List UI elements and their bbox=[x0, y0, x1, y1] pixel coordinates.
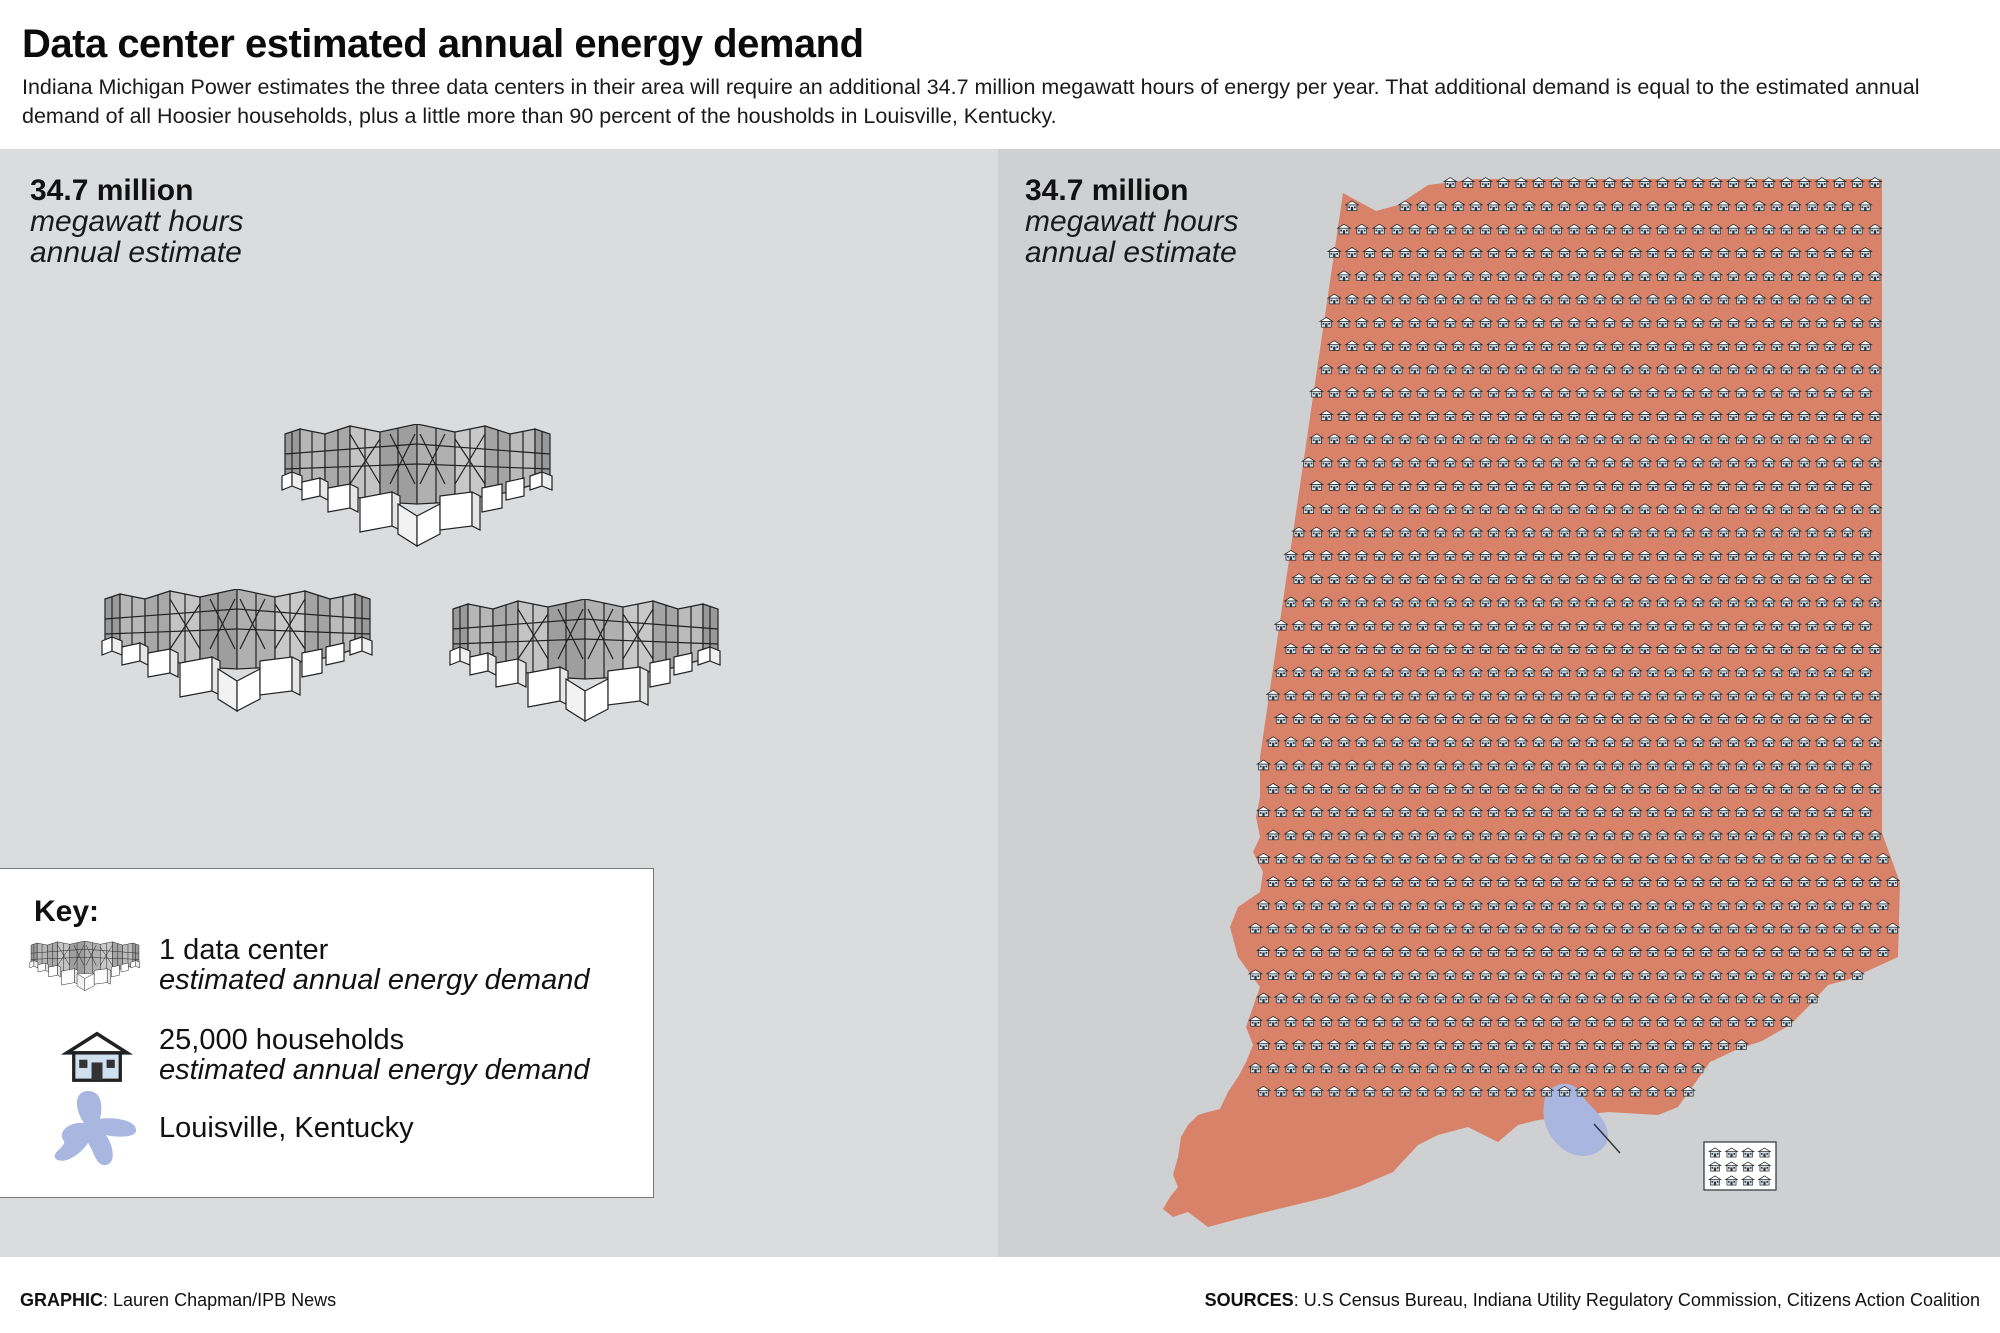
key-label: 1 data center bbox=[159, 934, 329, 966]
header: Data center estimated annual energy dema… bbox=[22, 22, 1972, 131]
key-sublabel: estimated annual energy demand bbox=[159, 964, 590, 996]
households-panel: 34.7 million megawatt hours annual estim… bbox=[998, 149, 2000, 1257]
indiana-households-map bbox=[1163, 177, 1900, 1227]
right-stat-unit: megawatt hours bbox=[1025, 205, 1239, 238]
page-description: Indiana Michigan Power estimates the thr… bbox=[22, 75, 1920, 128]
key-title: Key: bbox=[34, 895, 100, 928]
left-stat-sub: annual estimate bbox=[30, 236, 242, 269]
graphic-credit: GRAPHIC: Lauren Chapman/IPB News bbox=[20, 1290, 337, 1310]
louisville-households-inset bbox=[1593, 1123, 1777, 1191]
left-stat-unit: megawatt hours bbox=[30, 205, 244, 238]
left-stat: 34.7 million megawatt hours annual estim… bbox=[30, 175, 243, 268]
key-item-louisville: Louisville, Kentucky bbox=[0, 1091, 649, 1191]
key-item-households: 25,000 households estimated annual energ… bbox=[0, 1024, 649, 1107]
louisville-shape-icon bbox=[54, 1091, 137, 1166]
data-center-panel: 34.7 million megawatt hours annual estim… bbox=[0, 149, 998, 1257]
sources-credit: SOURCES: U.S Census Bureau, Indiana Util… bbox=[1204, 1290, 1980, 1310]
right-stat-sub: annual estimate bbox=[1025, 236, 1237, 269]
key-sublabel: estimated annual energy demand bbox=[159, 1054, 590, 1086]
data-center-illustration-1 bbox=[280, 424, 555, 559]
page-title: Data center estimated annual energy dema… bbox=[22, 22, 864, 66]
key-item-data-center: 1 data center estimated annual energy de… bbox=[0, 934, 649, 1017]
house-icon bbox=[61, 1031, 133, 1083]
data-center-icon bbox=[29, 941, 141, 996]
louisville-shape bbox=[1543, 1083, 1608, 1156]
household-icon bbox=[1443, 177, 1457, 188]
right-stat-value: 34.7 million bbox=[1025, 174, 1189, 207]
data-center-illustration-2 bbox=[100, 589, 375, 724]
left-stat-value: 34.7 million bbox=[30, 174, 194, 207]
key-label: 25,000 households bbox=[159, 1024, 405, 1056]
key-label: Louisville, Kentucky bbox=[159, 1112, 414, 1144]
right-stat: 34.7 million megawatt hours annual estim… bbox=[1025, 175, 1238, 268]
household-icon bbox=[1461, 177, 1475, 188]
data-center-illustration-3 bbox=[448, 599, 723, 734]
legend-key: Key: 1 data center estimated annual ener… bbox=[0, 868, 654, 1198]
